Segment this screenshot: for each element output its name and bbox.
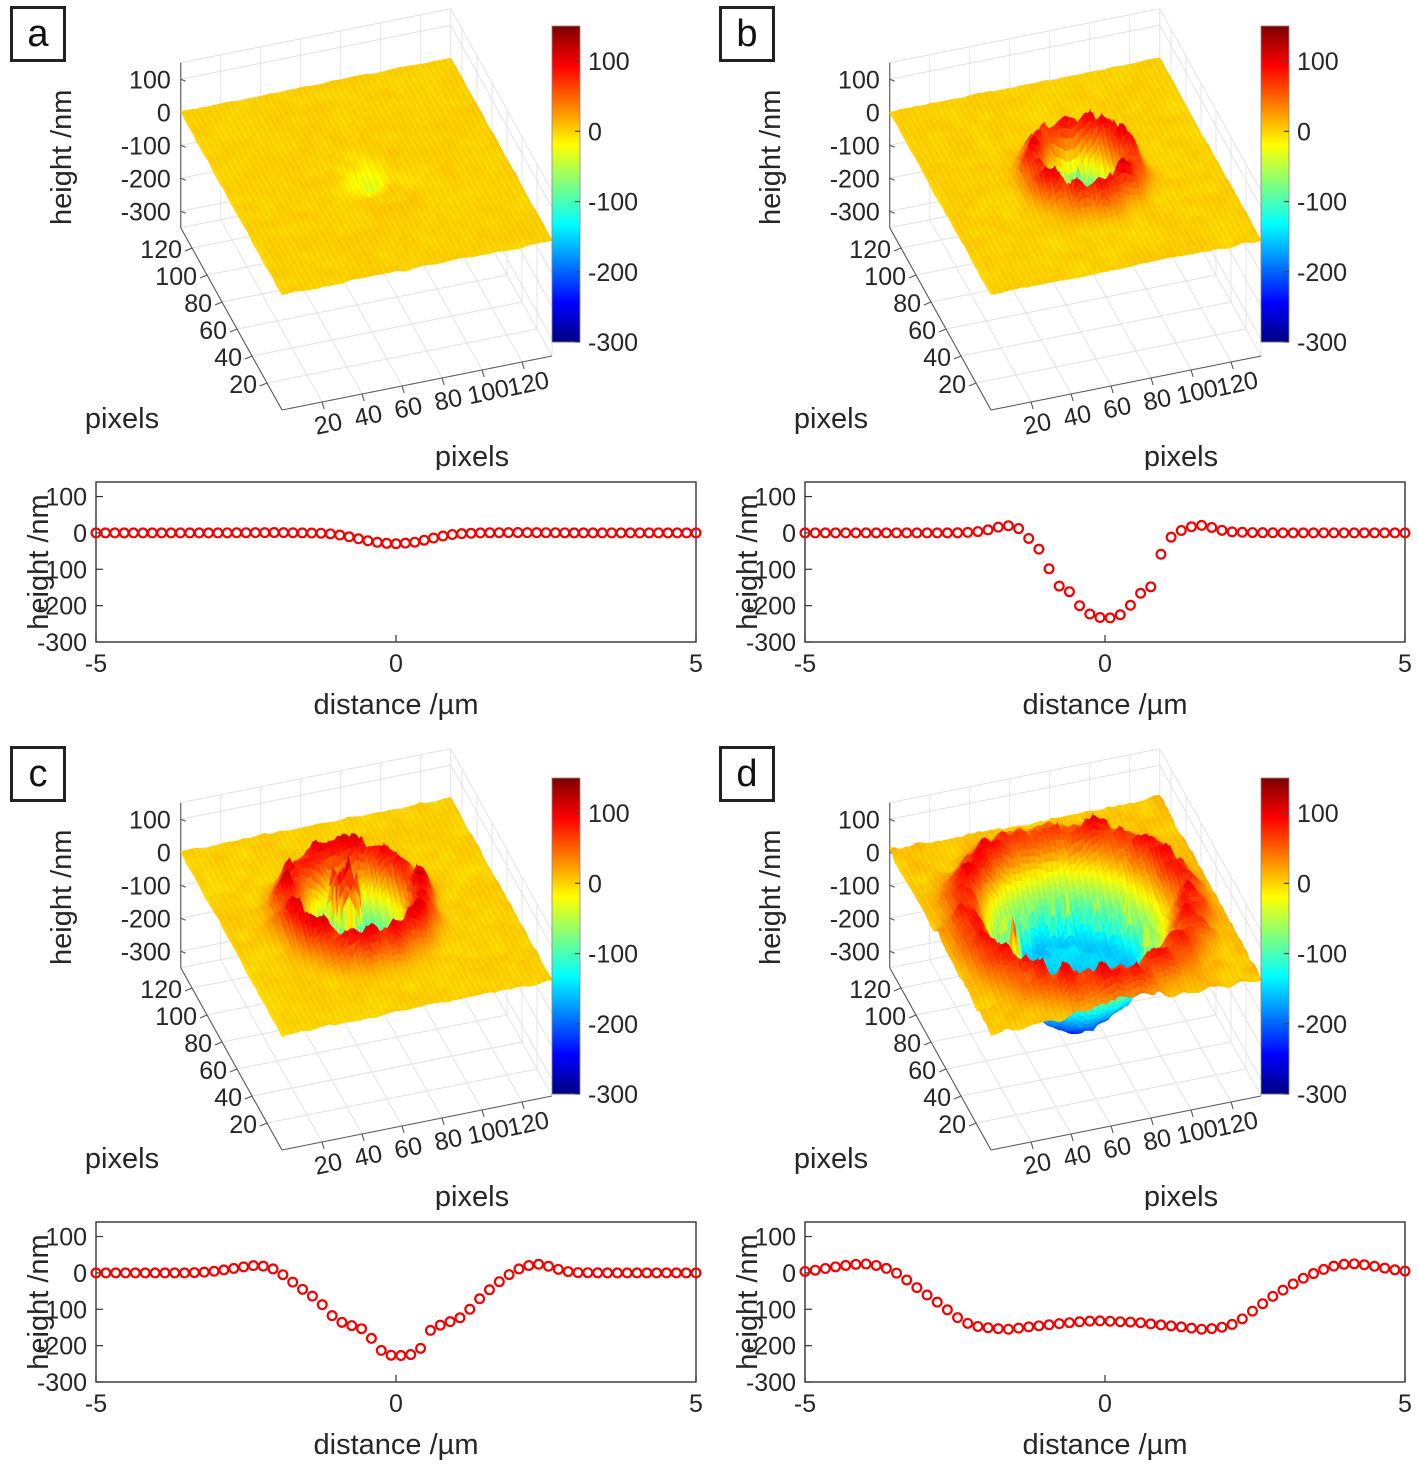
panel-label-c: c [10, 746, 66, 802]
colorbar-d [1253, 772, 1383, 1132]
panel-label-d: d [719, 746, 775, 802]
colorbar-a [544, 20, 674, 380]
profile-plot-canvas-b [727, 468, 1417, 734]
surface-plot-canvas-d [721, 740, 1281, 1210]
colorbar-b [1253, 20, 1383, 380]
profile-plot-canvas-c [18, 1208, 708, 1474]
colorbar-c [544, 772, 674, 1132]
panel-d: d [709, 740, 1418, 1480]
profile-plot-canvas-a [18, 468, 708, 734]
surface-plot-canvas-a [12, 0, 572, 470]
panel-label-a: a [10, 6, 66, 62]
panel-a: a [0, 0, 709, 740]
surface-plot-canvas-b [721, 0, 1281, 470]
surface-plot-canvas-c [12, 740, 572, 1210]
panel-label-b: b [719, 6, 775, 62]
panel-c: c [0, 740, 709, 1480]
profile-plot-canvas-d [727, 1208, 1417, 1474]
panel-b: b [709, 0, 1418, 740]
